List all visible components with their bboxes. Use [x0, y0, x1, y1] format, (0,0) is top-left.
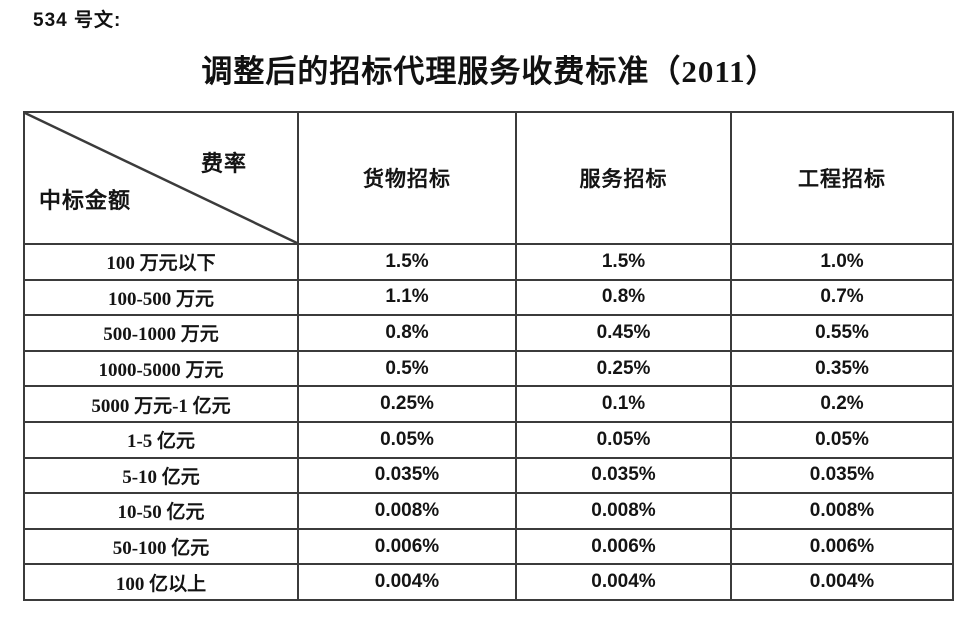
row-label: 100 万元以下: [23, 243, 299, 281]
cell-value: 1.1%: [297, 278, 517, 317]
cell-value: 0.8%: [515, 278, 732, 317]
cell-value: 0.7%: [730, 278, 954, 317]
cell-value: 0.5%: [297, 349, 517, 388]
column-header-service: 服务招标: [515, 111, 732, 245]
table-row: 100-500 万元 1.1% 0.8% 0.7%: [23, 278, 954, 317]
cell-value: 0.05%: [297, 420, 517, 459]
table-row: 100 万元以下 1.5% 1.5% 1.0%: [23, 243, 954, 281]
corner-label-amount: 中标金额: [39, 188, 132, 213]
cell-value: 0.35%: [730, 349, 954, 388]
cell-value: 0.8%: [297, 314, 517, 352]
table-row: 1-5 亿元 0.05% 0.05% 0.05%: [23, 420, 954, 459]
cell-value: 0.25%: [297, 385, 517, 423]
row-label: 100 亿以上: [23, 563, 299, 601]
row-label: 1000-5000 万元: [23, 349, 299, 388]
cell-value: 0.05%: [730, 420, 954, 459]
cell-value: 0.2%: [730, 385, 954, 423]
corner-label-rate: 费率: [201, 151, 248, 176]
cell-value: 0.55%: [730, 314, 954, 352]
cell-value: 0.008%: [730, 492, 954, 530]
cell-value: 0.004%: [515, 563, 732, 601]
cell-value: 0.004%: [297, 563, 517, 601]
cell-value: 0.035%: [297, 456, 517, 495]
table-row: 10-50 亿元 0.008% 0.008% 0.008%: [23, 492, 954, 530]
row-label: 10-50 亿元: [23, 492, 299, 530]
cell-value: 1.5%: [297, 243, 517, 281]
doc-number-label: 534 号文:: [33, 10, 122, 31]
cell-value: 0.035%: [515, 456, 732, 495]
fee-table: 费率 中标金额 货物招标 服务招标 工程招标 100 万元以下 1.5% 1.5…: [23, 111, 954, 601]
table-row: 1000-5000 万元 0.5% 0.25% 0.35%: [23, 349, 954, 388]
cell-value: 0.008%: [515, 492, 732, 530]
column-header-goods: 货物招标: [297, 111, 517, 245]
row-label: 500-1000 万元: [23, 314, 299, 352]
cell-value: 0.004%: [730, 563, 954, 601]
table-row: 5-10 亿元 0.035% 0.035% 0.035%: [23, 456, 954, 495]
cell-value: 0.035%: [730, 456, 954, 495]
cell-value: 0.006%: [515, 527, 732, 566]
cell-value: 0.05%: [515, 420, 732, 459]
table-row: 500-1000 万元 0.8% 0.45% 0.55%: [23, 314, 954, 352]
row-label: 5000 万元-1 亿元: [23, 385, 299, 423]
page-title: 调整后的招标代理服务收费标准（2011）: [201, 54, 778, 89]
header-row: 费率 中标金额 货物招标 服务招标 工程招标: [23, 111, 954, 245]
cell-value: 0.25%: [515, 349, 732, 388]
row-label: 1-5 亿元: [23, 420, 299, 459]
table-row: 5000 万元-1 亿元 0.25% 0.1% 0.2%: [23, 385, 954, 423]
table-row: 50-100 亿元 0.006% 0.006% 0.006%: [23, 527, 954, 566]
column-header-engineering: 工程招标: [730, 111, 954, 245]
cell-value: 0.006%: [730, 527, 954, 566]
cell-value: 1.5%: [515, 243, 732, 281]
cell-value: 0.45%: [515, 314, 732, 352]
row-label: 100-500 万元: [23, 278, 299, 317]
row-label: 5-10 亿元: [23, 456, 299, 495]
diagonal-divider-line: [25, 113, 297, 243]
table-row: 100 亿以上 0.004% 0.004% 0.004%: [23, 563, 954, 601]
cell-value: 0.1%: [515, 385, 732, 423]
cell-value: 0.008%: [297, 492, 517, 530]
cell-value: 0.006%: [297, 527, 517, 566]
corner-header-cell: 费率 中标金额: [23, 111, 299, 245]
row-label: 50-100 亿元: [23, 527, 299, 566]
cell-value: 1.0%: [730, 243, 954, 281]
